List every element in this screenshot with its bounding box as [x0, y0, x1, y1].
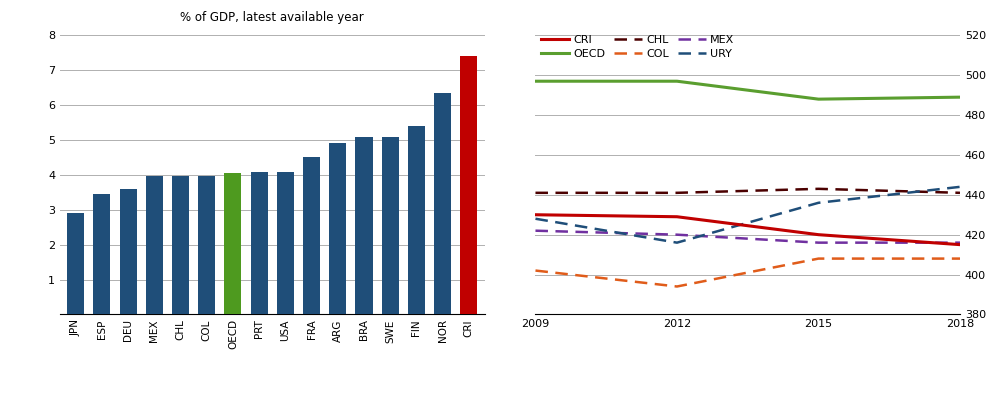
Bar [382, 136, 399, 314]
Bar [355, 136, 372, 314]
Text: % of GDP, latest available year: % of GDP, latest available year [180, 11, 364, 24]
Bar [408, 126, 425, 314]
Bar [329, 143, 346, 314]
Bar [198, 176, 215, 314]
Bar [277, 173, 294, 314]
Bar [224, 173, 241, 314]
Legend: CRI, OECD, CHL, COL, MEX, URY: CRI, OECD, CHL, COL, MEX, URY [541, 35, 734, 59]
Bar [146, 176, 163, 314]
Bar [434, 93, 451, 314]
Bar [251, 173, 268, 314]
Bar [67, 213, 84, 314]
Bar [172, 176, 189, 314]
Bar [460, 56, 477, 314]
Bar [120, 189, 137, 314]
Bar [303, 157, 320, 314]
Bar [93, 194, 110, 314]
